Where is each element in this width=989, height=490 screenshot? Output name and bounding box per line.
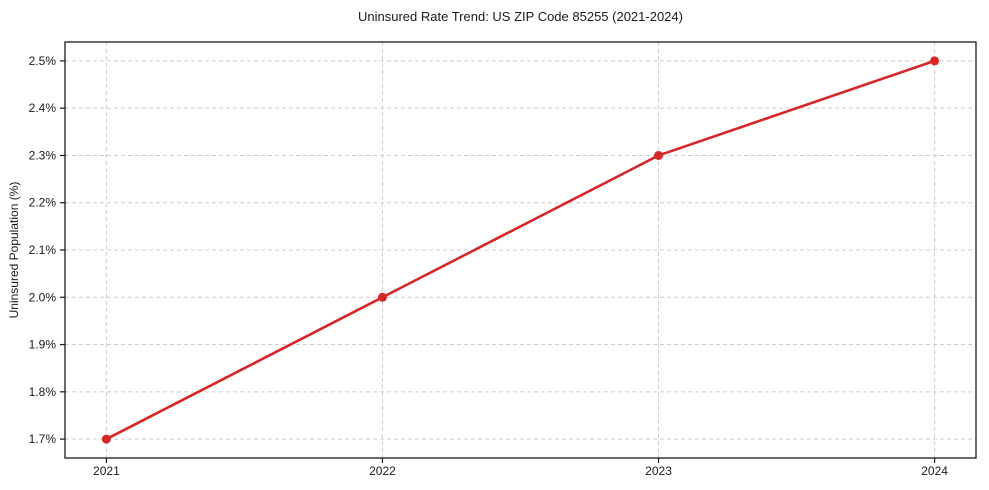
x-tick-label: 2021 <box>93 464 120 478</box>
x-tick-label: 2022 <box>369 464 396 478</box>
data-point-2023 <box>654 150 664 160</box>
chart-title: Uninsured Rate Trend: US ZIP Code 85255 … <box>358 9 683 24</box>
y-tick-label: 2.1% <box>29 243 57 257</box>
y-tick-label: 1.9% <box>29 338 57 352</box>
data-point-2021 <box>101 434 111 444</box>
y-tick-label: 2.0% <box>29 290 57 304</box>
y-tick-label: 1.7% <box>29 432 57 446</box>
y-tick-label: 2.3% <box>29 148 57 162</box>
x-tick-label: 2024 <box>921 464 948 478</box>
data-point-2022 <box>377 292 387 302</box>
y-tick-label: 2.4% <box>29 101 57 115</box>
y-tick-label: 1.8% <box>29 385 57 399</box>
data-point-2024 <box>930 56 940 66</box>
trend-line <box>105 59 936 441</box>
x-tick-label: 2023 <box>645 464 672 478</box>
y-tick-label: 2.2% <box>29 196 57 210</box>
y-tick-label: 2.5% <box>29 54 57 68</box>
